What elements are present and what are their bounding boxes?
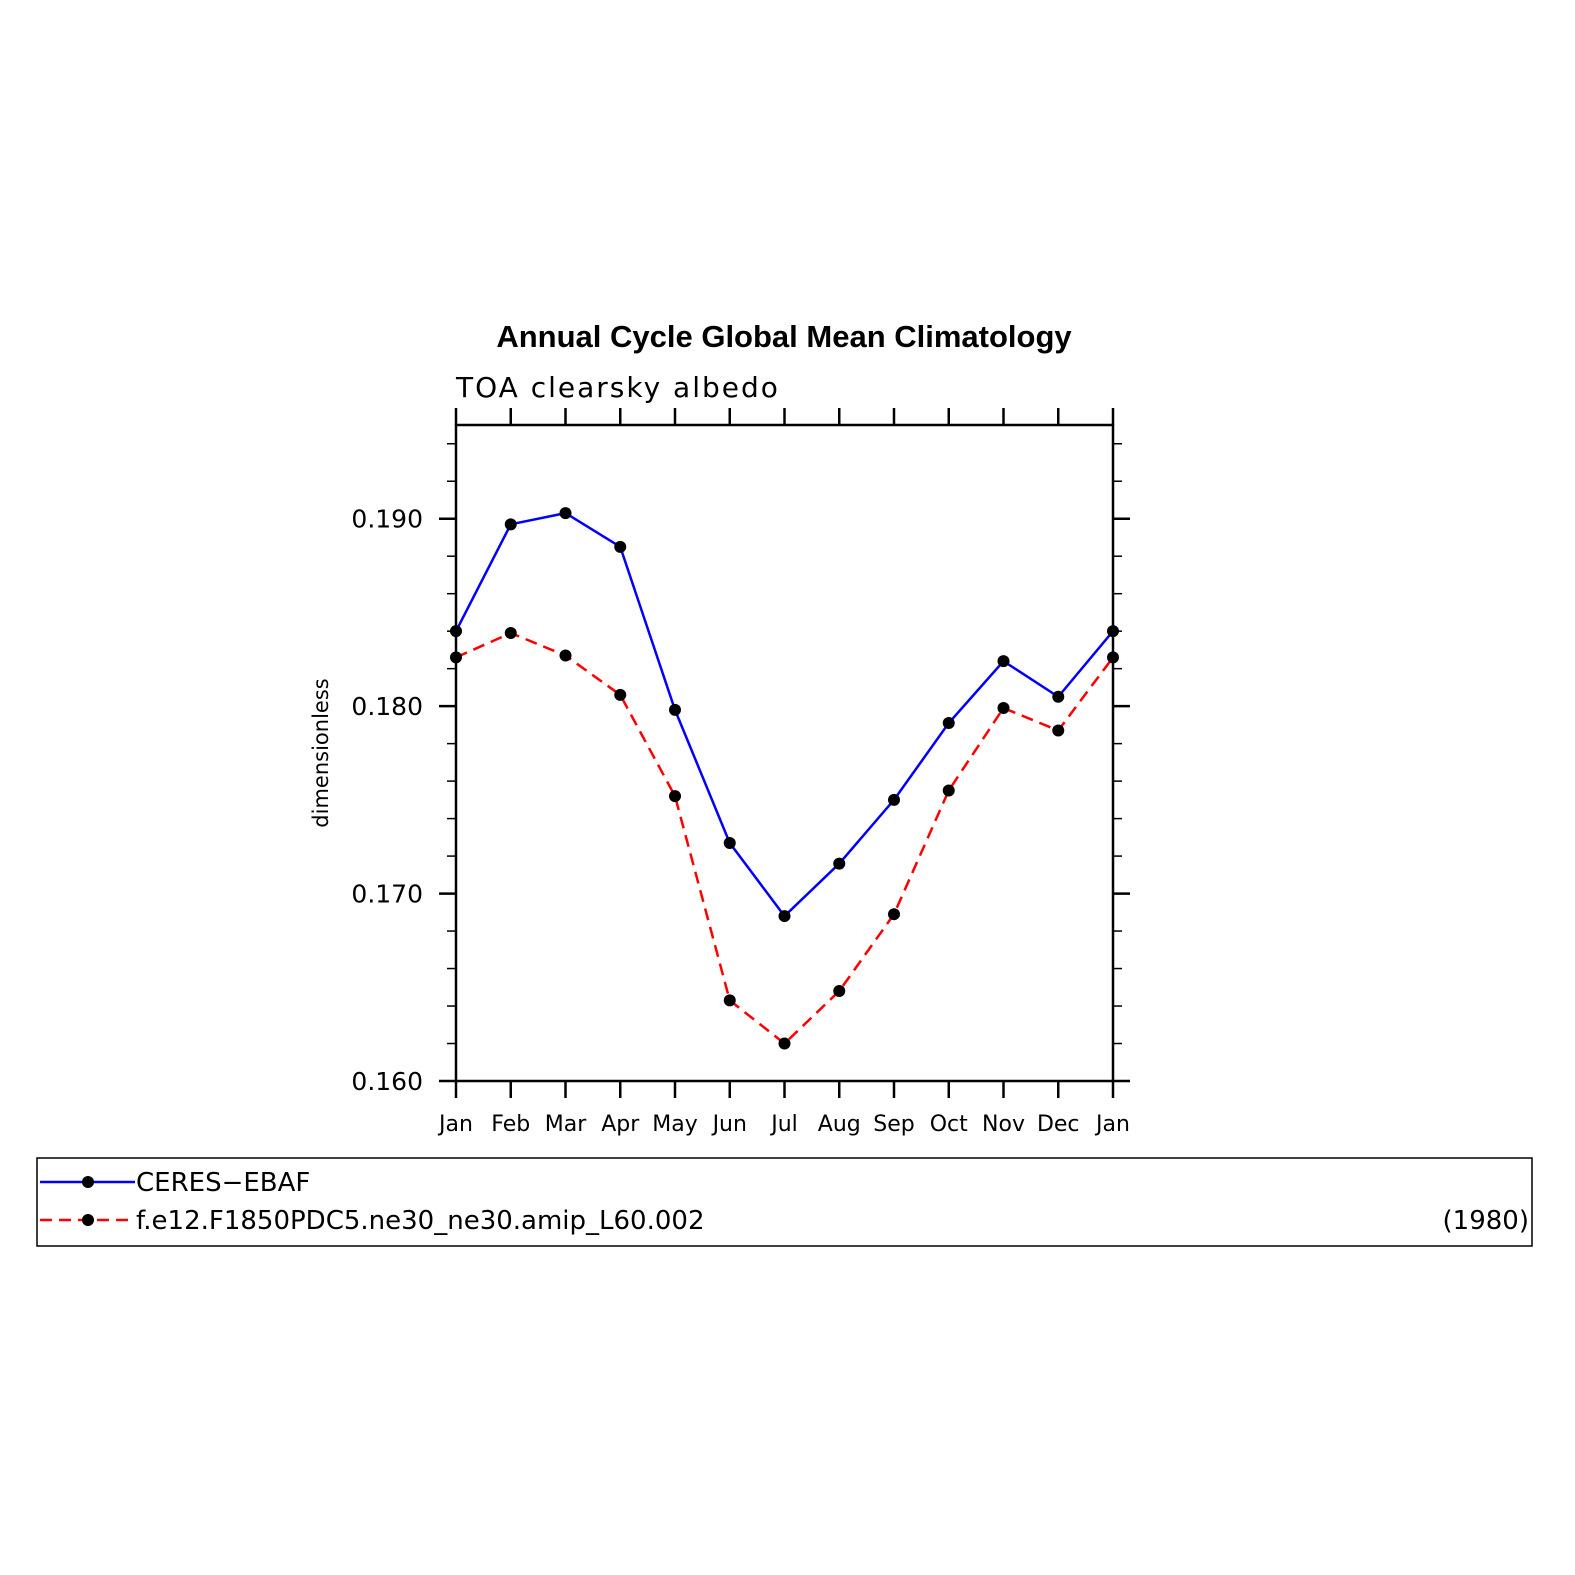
series-0-point <box>669 703 681 716</box>
y-tick-label: 0.180 <box>351 692 423 721</box>
x-tick-label: Aug <box>818 1112 861 1137</box>
series-0-point <box>888 793 900 806</box>
x-tick-label: Nov <box>982 1112 1025 1137</box>
series-1-point <box>942 784 955 797</box>
legend-note: (1980) <box>1443 1206 1529 1236</box>
x-tick-label: Mar <box>545 1112 587 1137</box>
plot-frame <box>439 408 1130 1098</box>
x-tick-label: Feb <box>491 1112 530 1137</box>
legend-label-model: f.e12.F1850PDC5.ne30_ne30.amip_L60.002 <box>136 1206 704 1236</box>
chart-title: Annual Cycle Global Mean Climatology <box>496 319 1072 354</box>
chart-subtitle: TOA clearsky albedo <box>455 371 780 404</box>
x-tick-label: Apr <box>601 1112 640 1137</box>
series-1-point <box>669 790 681 803</box>
series-0-point <box>450 625 462 638</box>
x-tick-label: Jan <box>1094 1112 1130 1137</box>
x-tick-label: Sep <box>873 1112 914 1137</box>
series-group <box>450 507 1119 1050</box>
x-tick-label: Jul <box>769 1112 798 1137</box>
legend-box <box>36 1157 1533 1247</box>
y-tick-label: 0.160 <box>351 1067 423 1096</box>
series-1-point <box>1107 651 1119 664</box>
series-0-point <box>1107 625 1119 638</box>
series-1-point <box>504 627 517 640</box>
series-0-point <box>614 540 627 553</box>
x-tick-labels: Jan Feb Mar Apr May Jun Jul Aug Sep Oct Nov Dec Jan <box>437 1112 1130 1137</box>
x-tick-label: May <box>652 1112 697 1137</box>
series-line-1 <box>455 631 1115 1046</box>
y-axis-label: dimensionless <box>309 678 333 827</box>
series-0-point <box>723 836 736 849</box>
x-tick-label: Oct <box>930 1112 968 1137</box>
series-1-point <box>559 649 572 662</box>
series-0-point <box>778 910 791 923</box>
plot-border <box>454 423 1115 1083</box>
x-tick-label: Dec <box>1037 1112 1080 1137</box>
series-1-point <box>833 985 846 998</box>
series-0-point <box>942 717 955 730</box>
series-1-point <box>450 651 462 664</box>
series-1-point <box>614 688 627 701</box>
y-tick-label: 0.170 <box>351 880 423 909</box>
series-1-point <box>997 702 1010 715</box>
legend-marker-model <box>82 1214 94 1226</box>
legend-marker-ceres <box>82 1176 94 1188</box>
y-tick-label: 0.190 <box>351 505 423 534</box>
legend: CERES−EBAF f.e12.F1850PDC5.ne30_ne30.ami… <box>36 1157 1533 1247</box>
series-line-0 <box>454 511 1114 918</box>
legend-label-ceres: CERES−EBAF <box>136 1168 310 1198</box>
series-0-point <box>504 518 517 531</box>
x-tick-label: Jun <box>711 1112 747 1137</box>
series-0-point <box>559 507 572 520</box>
series-0-point <box>833 857 846 870</box>
y-tick-labels: 0.160 0.170 0.180 0.190 <box>351 505 423 1096</box>
series-1-point <box>888 908 900 921</box>
series-0-point <box>1052 690 1065 703</box>
series-1-point <box>1052 724 1065 737</box>
series-1-point <box>778 1037 791 1050</box>
series-1-point <box>723 994 736 1007</box>
series-0-point <box>997 655 1010 668</box>
x-tick-label: Jan <box>437 1112 473 1137</box>
